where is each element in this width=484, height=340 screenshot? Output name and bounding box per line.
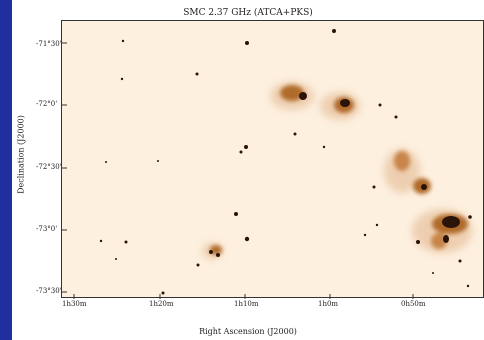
x-tick-label: 1h10m [234,300,259,308]
radio-image-frame [61,20,484,299]
figure-panel: SMC 2.37 GHz (ATCA+PKS) -71°30' -72°0' -… [12,0,484,340]
x-tick-label: 1h0m [318,300,339,308]
x-tick-label: 1h20m [149,300,174,308]
x-tick-label: 1h30m [62,300,87,308]
y-tick-label: -73°30' [36,287,62,295]
figure-title: SMC 2.37 GHz (ATCA+PKS) [183,8,313,18]
x-axis-label: Right Ascension (J2000) [199,327,297,336]
y-tick-label: -73°0' [36,225,58,233]
y-tick-label: -72°30' [36,163,62,171]
y-tick-label: -71°30' [36,40,62,48]
radio-continuum-map [62,29,472,299]
y-axis-label: Declination (J2000) [16,115,26,194]
y-tick-label: -72°0' [36,100,58,108]
x-tick-label: 0h50m [401,300,426,308]
